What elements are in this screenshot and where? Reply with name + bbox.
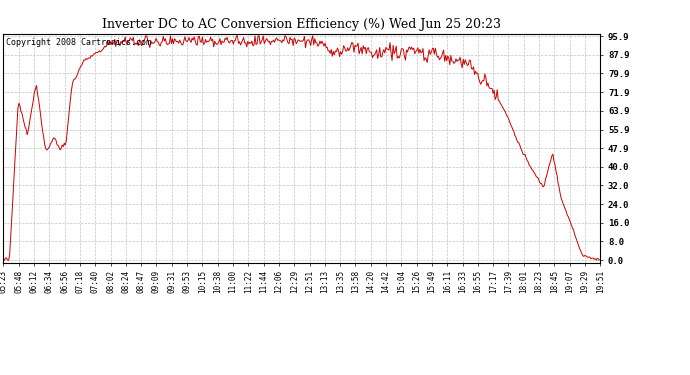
Title: Inverter DC to AC Conversion Efficiency (%) Wed Jun 25 20:23: Inverter DC to AC Conversion Efficiency … <box>102 18 502 31</box>
Text: Copyright 2008 Cartronics.com: Copyright 2008 Cartronics.com <box>6 38 151 47</box>
